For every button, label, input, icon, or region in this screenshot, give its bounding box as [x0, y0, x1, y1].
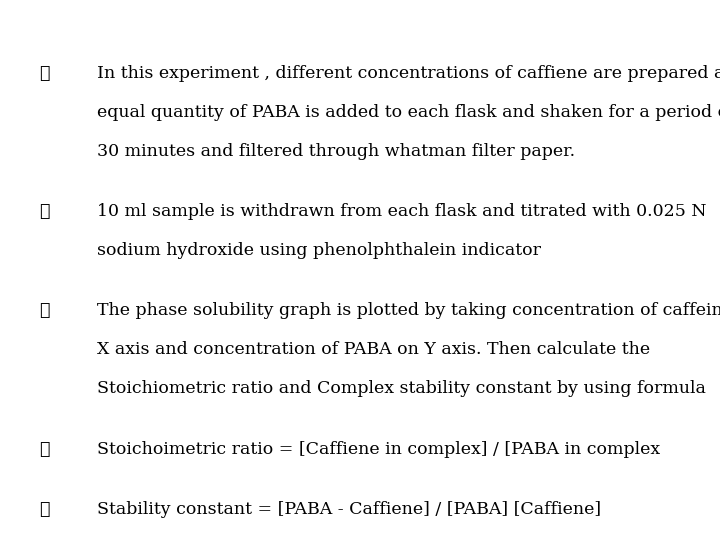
Text: Stoichiometric ratio and Complex stability constant by using formula: Stoichiometric ratio and Complex stabili… [97, 380, 706, 397]
Text: 30 minutes and filtered through whatman filter paper.: 30 minutes and filtered through whatman … [97, 143, 575, 159]
Text: ➢: ➢ [40, 203, 50, 220]
Text: ➢: ➢ [40, 441, 50, 457]
Text: Stability constant = [PABA - Caffiene] / [PABA] [Caffiene]: Stability constant = [PABA - Caffiene] /… [97, 501, 601, 518]
Text: ➢: ➢ [40, 302, 50, 319]
Text: The phase solubility graph is plotted by taking concentration of caffeine on: The phase solubility graph is plotted by… [97, 302, 720, 319]
Text: 10 ml sample is withdrawn from each flask and titrated with 0.025 N: 10 ml sample is withdrawn from each flas… [97, 203, 707, 220]
Text: ➢: ➢ [40, 65, 50, 82]
Text: sodium hydroxide using phenolphthalein indicator: sodium hydroxide using phenolphthalein i… [97, 242, 541, 259]
Text: Stoichoimetric ratio = [Caffiene in complex] / [PABA in complex: Stoichoimetric ratio = [Caffiene in comp… [97, 441, 660, 457]
Text: In this experiment , different concentrations of caffiene are prepared and: In this experiment , different concentra… [97, 65, 720, 82]
Text: X axis and concentration of PABA on Y axis. Then calculate the: X axis and concentration of PABA on Y ax… [97, 341, 650, 358]
Text: ➢: ➢ [40, 501, 50, 518]
Text: equal quantity of PABA is added to each flask and shaken for a period of: equal quantity of PABA is added to each … [97, 104, 720, 120]
